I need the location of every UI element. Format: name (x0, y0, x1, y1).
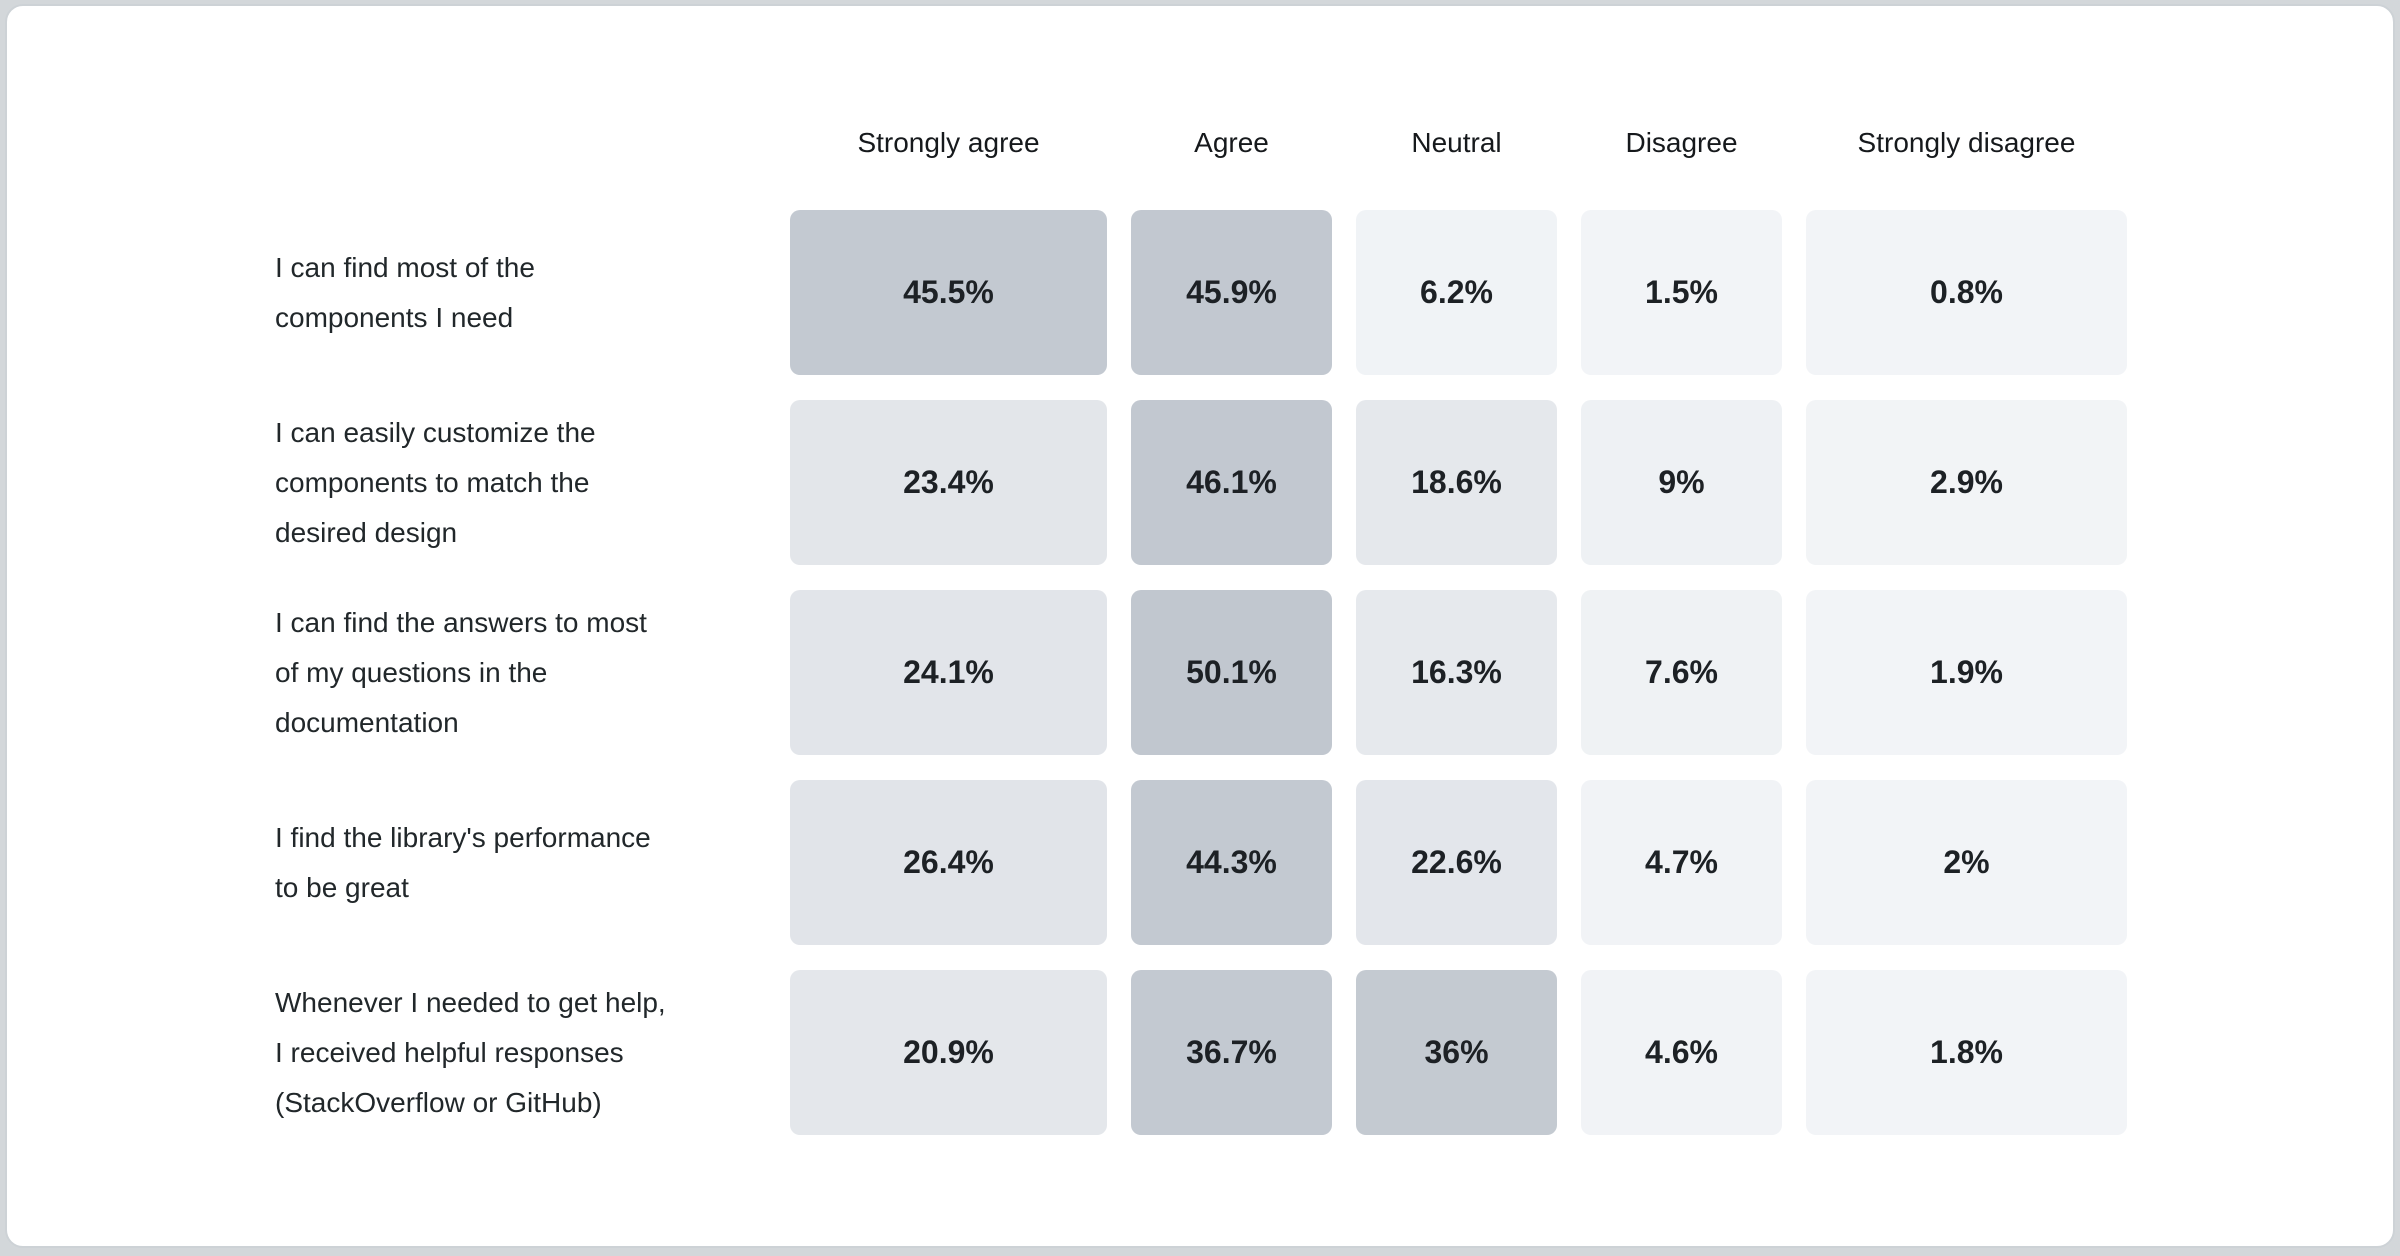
row-label-line: to be great (275, 871, 409, 903)
heatmap-cell: 1.5% (1581, 210, 1782, 375)
heatmap-cell: 23.4% (790, 400, 1107, 565)
row-label-line: I can easily customize the (275, 416, 596, 448)
heatmap-cell: 26.4% (790, 780, 1107, 945)
row-label: Whenever I needed to get help, I received… (275, 970, 766, 1135)
heatmap-cell: 22.6% (1356, 780, 1557, 945)
row-label: I can find the answers to most of my ques… (275, 590, 766, 755)
heatmap-cell: 4.6% (1581, 970, 1782, 1135)
row-label-line: (StackOverflow or GitHub) (275, 1086, 602, 1118)
row-label-line: I can find the answers to most (275, 606, 647, 638)
heatmap-cell: 20.9% (790, 970, 1107, 1135)
column-header-strongly-disagree: Strongly disagree (1857, 126, 2076, 158)
heatmap-cell: 2.9% (1806, 400, 2127, 565)
column-header-disagree: Disagree (1625, 126, 1738, 158)
heatmap-cell: 2% (1806, 780, 2127, 945)
heatmap-cell: 9% (1581, 400, 1782, 565)
row-label-line: of my questions in the (275, 656, 548, 688)
heatmap-cell: 46.1% (1131, 400, 1332, 565)
heatmap-cell: 24.1% (790, 590, 1107, 755)
row-label-line: Whenever I needed to get help, (275, 986, 666, 1018)
column-header-neutral: Neutral (1411, 126, 1502, 158)
heatmap-cell: 16.3% (1356, 590, 1557, 755)
heatmap-cell: 45.5% (790, 210, 1107, 375)
heatmap-cell: 45.9% (1131, 210, 1332, 375)
row-label: I can easily customize the components to … (275, 400, 766, 565)
row-label-line: I can find most of the (275, 251, 535, 283)
heatmap-cell: 1.9% (1806, 590, 2127, 755)
row-label-line: components I need (275, 301, 514, 333)
heatmap-cell: 6.2% (1356, 210, 1557, 375)
heatmap-cell: 7.6% (1581, 590, 1782, 755)
heatmap-cell: 18.6% (1356, 400, 1557, 565)
likert-heatmap-table: Strongly agree Agree Neutral Disagree Strong… (275, 100, 2127, 1135)
heatmap-cell: 50.1% (1131, 590, 1332, 755)
row-label-line: I received helpful responses (275, 1036, 624, 1068)
row-label: I find the library's performance to be gr… (275, 780, 766, 945)
heatmap-cell: 36.7% (1131, 970, 1332, 1135)
row-label: I can find most of the components I need (275, 210, 766, 375)
row-label-line: components to match the (275, 466, 590, 498)
row-label-line: desired design (275, 516, 458, 548)
heatmap-cell: 44.3% (1131, 780, 1332, 945)
heatmap-cell: 1.8% (1806, 970, 2127, 1135)
row-label-line: I find the library's performance (275, 821, 651, 853)
heatmap-cell: 36% (1356, 970, 1557, 1135)
column-header-agree: Agree (1194, 126, 1269, 158)
heatmap-cell: 0.8% (1806, 210, 2127, 375)
column-header-strongly-agree: Strongly agree (857, 126, 1040, 158)
row-label-line: documentation (275, 706, 459, 738)
header-spacer (275, 100, 766, 185)
heatmap-cell: 4.7% (1581, 780, 1782, 945)
